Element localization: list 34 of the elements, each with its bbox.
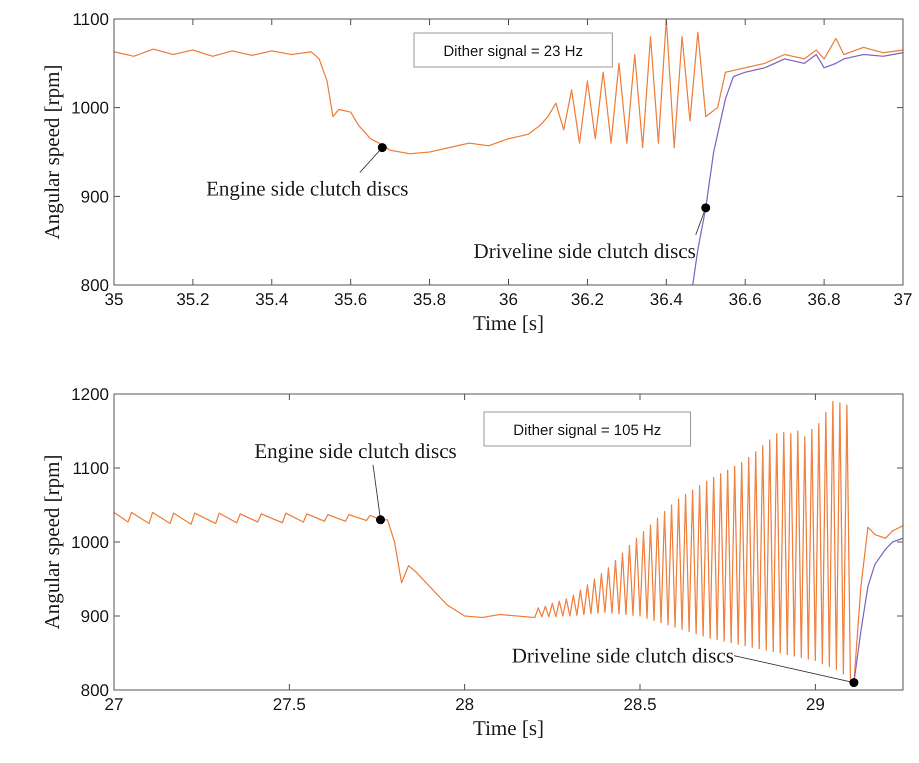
x-tick-label: 36 [499, 290, 518, 309]
annotation: Driveline side clutch discs [474, 238, 696, 263]
x-tick-label: 37 [894, 290, 912, 309]
y-tick-label: 1000 [71, 533, 109, 552]
x-axis-title: Time [s] [473, 311, 544, 335]
y-axis-title: Angular speed [rpm] [40, 454, 64, 630]
y-tick-label: 1200 [71, 385, 109, 404]
x-tick-label: 35 [104, 290, 124, 309]
y-tick-label: 900 [80, 187, 109, 206]
annotation: Dither signal = 23 Hz [443, 43, 583, 60]
x-tick-label: 35.8 [413, 290, 446, 309]
x-tick-label: 27 [104, 695, 124, 714]
x-axis-title: Time [s] [473, 716, 544, 740]
x-tick-label: 35.2 [176, 290, 210, 309]
x-tick-label: 27.5 [272, 695, 306, 714]
y-tick-label: 1000 [71, 98, 109, 118]
x-tick-label: 28 [455, 695, 474, 714]
y-tick-label: 900 [80, 607, 109, 626]
x-tick-label: 29 [806, 695, 825, 714]
x-tick-label: 35.6 [334, 290, 368, 309]
x-tick-label: 36.6 [728, 290, 762, 309]
annotation: Engine side clutch discs [206, 176, 408, 201]
x-tick-label: 35.4 [255, 290, 288, 309]
x-tick-label: 28.5 [623, 695, 657, 714]
line-series [114, 19, 903, 154]
annotation: Driveline side clutch discs [512, 644, 734, 668]
y-tick-label: 1100 [72, 459, 109, 478]
annotation: Dither signal = 105 Hz [513, 422, 662, 439]
annotation: Engine side clutch discs [254, 438, 457, 463]
y-axis-title: Angular speed [rpm] [40, 64, 64, 240]
x-tick-label: 36.4 [650, 290, 683, 309]
x-tick-label: 36.8 [808, 290, 841, 309]
x-tick-label: 36.2 [570, 290, 604, 309]
y-tick-label: 1100 [72, 10, 109, 29]
